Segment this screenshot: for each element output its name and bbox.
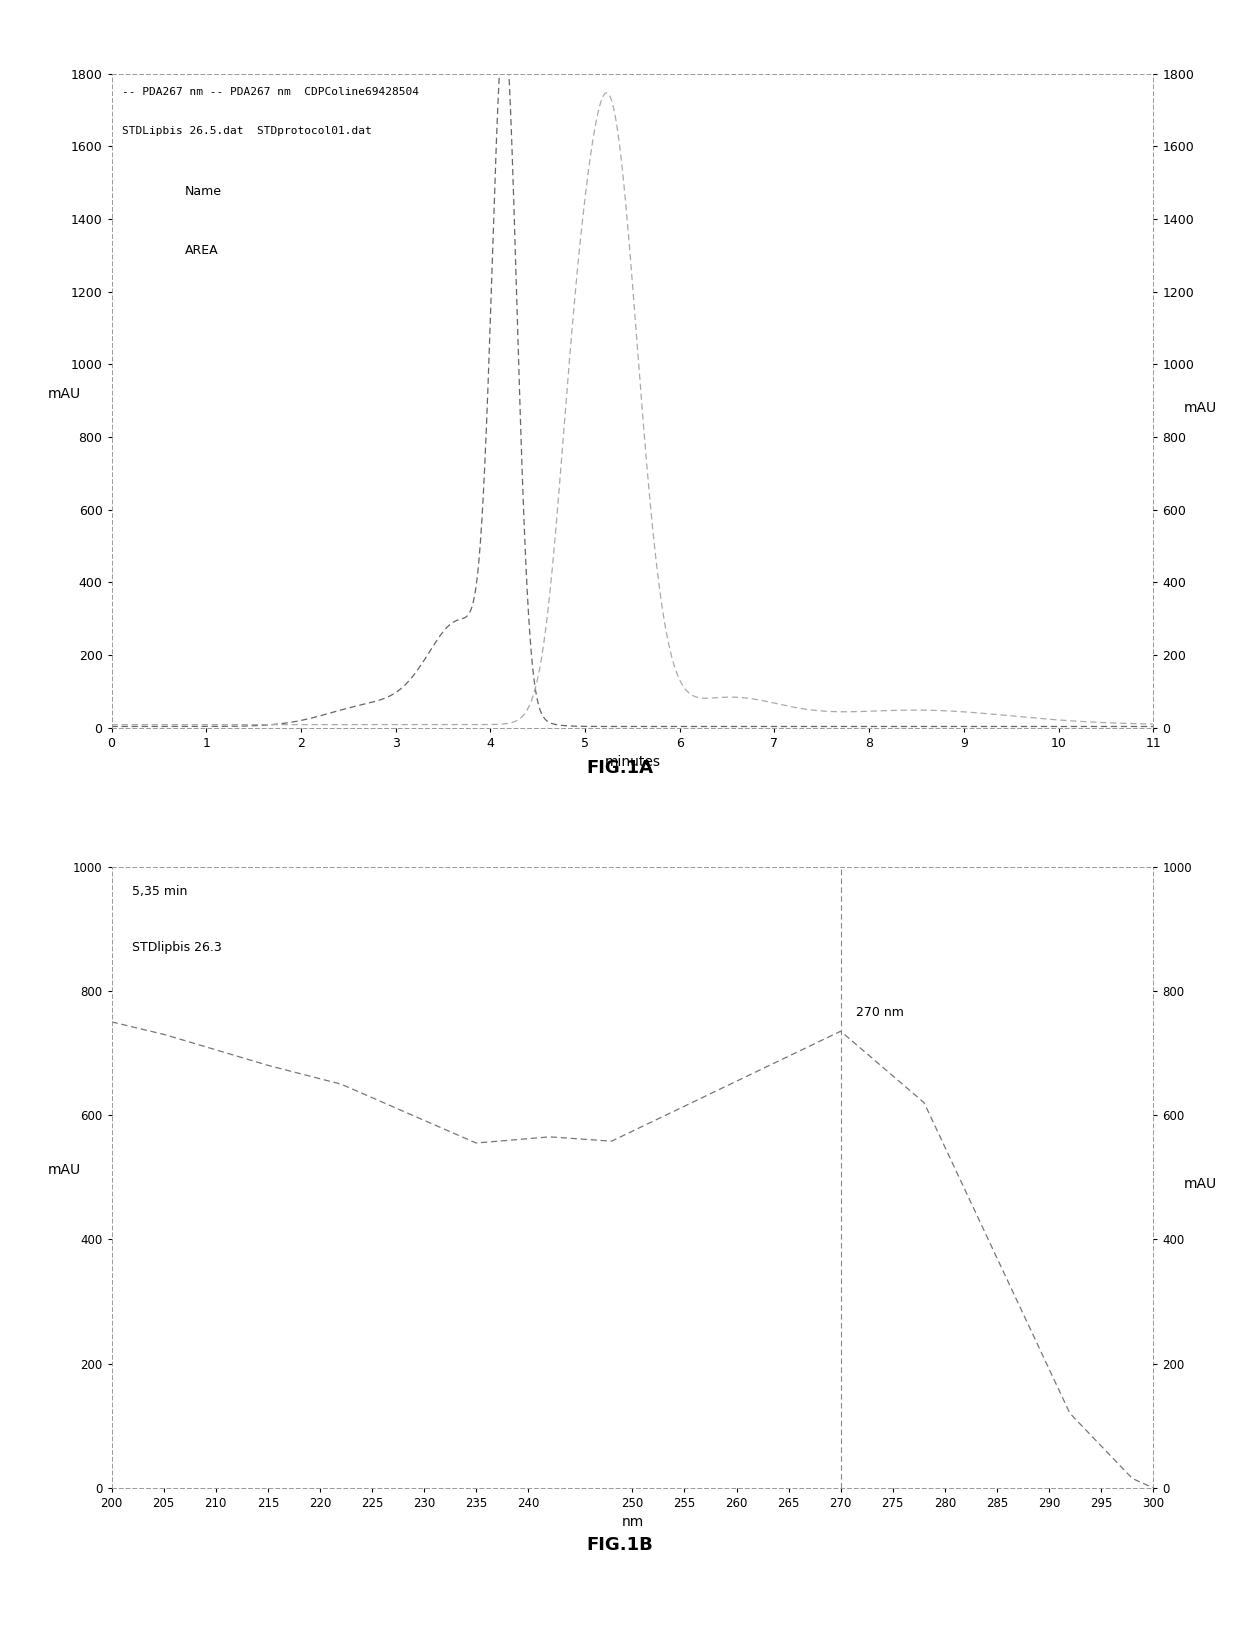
- Text: FIG.1A: FIG.1A: [587, 759, 653, 778]
- Text: FIG.1B: FIG.1B: [587, 1535, 653, 1555]
- Text: 5,35 min: 5,35 min: [133, 885, 187, 898]
- Text: STDlipbis 26.3: STDlipbis 26.3: [133, 942, 222, 955]
- Y-axis label: mAU: mAU: [1183, 1177, 1216, 1192]
- Y-axis label: mAU: mAU: [1183, 401, 1216, 415]
- Y-axis label: mAU: mAU: [48, 386, 82, 401]
- Text: -- PDA267 nm -- PDA267 nm  CDPColine69428504: -- PDA267 nm -- PDA267 nm CDPColine69428…: [122, 87, 419, 96]
- Text: 270 nm: 270 nm: [857, 1006, 904, 1019]
- Y-axis label: mAU: mAU: [48, 1162, 82, 1177]
- Text: AREA: AREA: [185, 244, 218, 257]
- X-axis label: minutes: minutes: [604, 755, 661, 768]
- Text: Name: Name: [185, 185, 222, 198]
- X-axis label: nm: nm: [621, 1516, 644, 1529]
- Text: STDLipbis 26.5.dat  STDprotocol01.dat: STDLipbis 26.5.dat STDprotocol01.dat: [122, 126, 372, 136]
